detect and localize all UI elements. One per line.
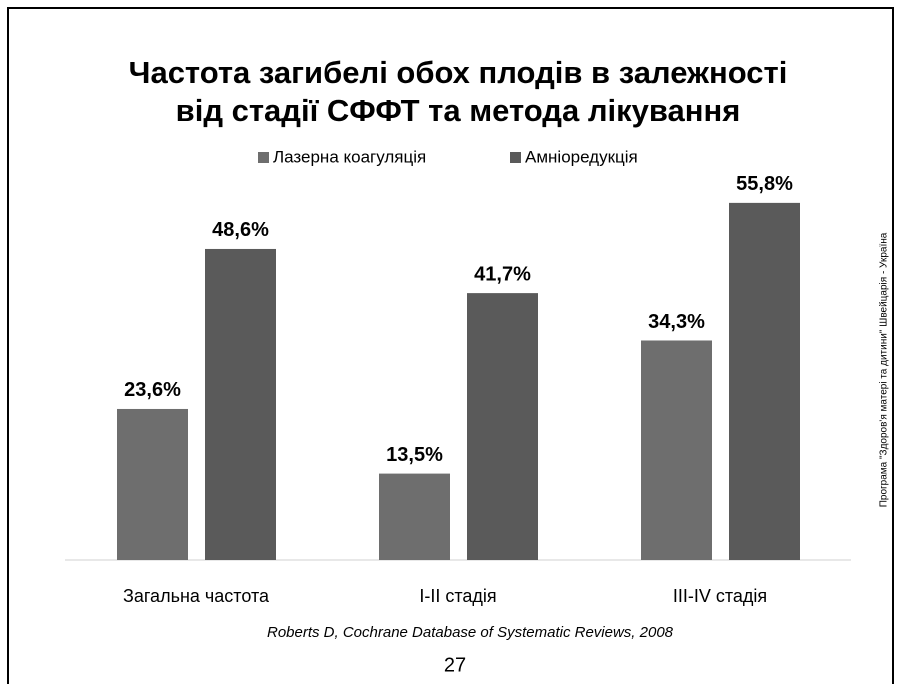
value-label: 34,3% bbox=[648, 311, 705, 333]
value-label: 13,5% bbox=[386, 444, 443, 466]
bar bbox=[467, 293, 538, 560]
value-label: 55,8% bbox=[736, 173, 793, 195]
legend-swatch bbox=[258, 152, 269, 163]
source: Roberts D, Cochrane Database of Systemat… bbox=[267, 624, 674, 641]
value-label: 41,7% bbox=[474, 263, 531, 285]
legend-swatch bbox=[510, 152, 521, 163]
bar bbox=[379, 473, 450, 560]
bar bbox=[729, 202, 800, 560]
value-label: 23,6% bbox=[124, 379, 181, 401]
bar bbox=[205, 248, 276, 560]
legend-label: Лазерна коагуляція bbox=[273, 147, 426, 166]
x-tick-label: I-II стадія bbox=[419, 586, 496, 606]
bar bbox=[117, 408, 188, 560]
chart-title: від стадії СФФТ та метода лікування bbox=[176, 93, 741, 128]
legend-label: Амніоредукція bbox=[525, 147, 638, 166]
page-number: 27 bbox=[444, 654, 466, 676]
x-tick-label: Загальна частота bbox=[123, 586, 270, 606]
slide-frame bbox=[7, 7, 894, 684]
chart-title: Частота загибелі обох плодів в залежност… bbox=[129, 55, 788, 90]
side-note: Програма "Здоров'я матері та дитини" Шве… bbox=[879, 232, 890, 507]
bar bbox=[641, 340, 712, 560]
x-tick-label: III-IV стадія bbox=[673, 586, 767, 606]
value-label: 48,6% bbox=[212, 219, 269, 241]
